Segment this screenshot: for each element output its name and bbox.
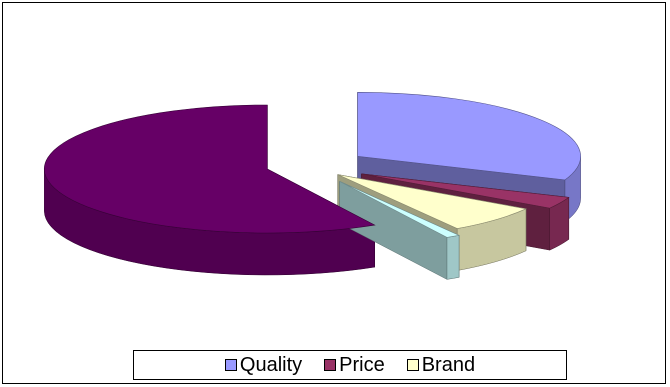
legend-swatch-price: [324, 359, 337, 371]
legend-swatch-quality: [224, 359, 237, 371]
legend-item-quality: Quality: [224, 354, 303, 376]
legend-label-price: Price: [339, 354, 385, 376]
slice-top-other-3: [339, 181, 461, 238]
legend-label-brand: Brand: [421, 354, 476, 376]
legend-item-brand: Brand: [406, 354, 476, 376]
slice-top-quality-0: [357, 92, 581, 181]
slice-top-other-4: [44, 104, 376, 234]
legend-swatch-brand: [406, 359, 419, 371]
slice-top-brand-2: [337, 174, 527, 229]
legend-item-price: Price: [324, 355, 385, 375]
slice-top-price-1: [361, 173, 570, 209]
chart-area: Quality Price Brand: [2, 2, 666, 384]
slice-rim-other-3: [446, 235, 460, 280]
legend: Quality Price Brand: [133, 350, 567, 380]
pie-chart: [44, 92, 581, 280]
legend-label-quality: Quality: [239, 354, 303, 376]
